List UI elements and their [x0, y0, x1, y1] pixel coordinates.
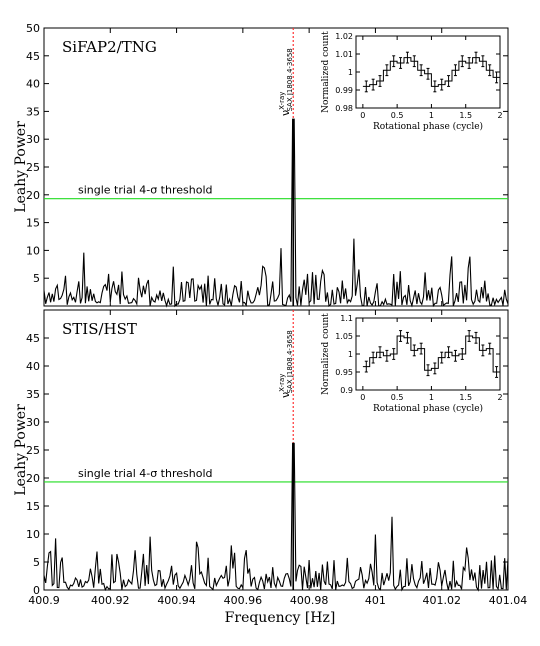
panel-label: SiFAP2/TNG — [62, 38, 157, 56]
y-axis-title-top: Leahy Power — [13, 121, 29, 213]
inset-x-tick-label: 1.5 — [459, 111, 472, 120]
x-tick-label: 401.02 — [422, 594, 461, 607]
y-tick-label: 10 — [26, 528, 40, 541]
y-tick-label: 20 — [26, 472, 40, 485]
x-tick-label: 401 — [365, 594, 386, 607]
threshold-label: single trial 4-σ threshold — [78, 467, 213, 480]
y-tick-label: 50 — [26, 22, 40, 35]
y-tick-label: 45 — [26, 332, 40, 345]
x-tick-label: 400.98 — [290, 594, 329, 607]
inset-y-tick-label: 0.95 — [335, 368, 353, 377]
y-tick-label: 30 — [26, 416, 40, 429]
inset-x-tick-label: 0.5 — [391, 393, 404, 402]
inset-x-tick-label: 0 — [360, 111, 365, 120]
power-spectrum-trace — [43, 442, 509, 592]
x-axis-title: Frequency [Hz] — [225, 610, 336, 626]
y-tick-label: 15 — [26, 500, 40, 513]
inset-y-tick-label: 0.98 — [335, 104, 353, 113]
inset-y-label: Normalized count — [321, 313, 331, 395]
inset-y-tick-label: 1.02 — [335, 32, 353, 41]
inset-x-tick-label: 1 — [429, 111, 434, 120]
y-tick-label: 0 — [33, 584, 40, 597]
inset-x-tick-label: 0 — [360, 393, 365, 402]
y-tick-label: 35 — [26, 105, 40, 118]
source-subscript: SAX J1808.4-3658 — [286, 330, 294, 393]
nu-symbol: ν — [279, 110, 292, 116]
y-tick-label: 5 — [33, 272, 40, 285]
inset-y-tick-label: 0.9 — [340, 386, 353, 395]
y-tick-label: 35 — [26, 388, 40, 401]
inset-x-tick-label: 1.5 — [459, 393, 472, 402]
x-tick-label: 400.9 — [28, 594, 60, 607]
inset-x-tick-label: 1 — [429, 393, 434, 402]
y-tick-label: 15 — [26, 217, 40, 230]
y-tick-label: 40 — [26, 78, 40, 91]
y-tick-label: 30 — [26, 133, 40, 146]
y-tick-label: 25 — [26, 161, 40, 174]
frequency-marker-label: νX-raySAX J1808.4-3658 — [278, 330, 294, 398]
inset-y-label: Normalized count — [321, 31, 331, 113]
inset-chart: 0.98 0.99 1 1.01 1.02 0 0.5 1 1.5 2 Rotational pha… — [321, 31, 503, 132]
y-tick-label: 45 — [26, 50, 40, 63]
y-tick-label: 5 — [33, 556, 40, 569]
inset-y-tick-label: 1.05 — [335, 332, 353, 341]
x-tick-label: 401.04 — [489, 594, 528, 607]
y-axis-title-bottom: Leahy Power — [13, 404, 29, 496]
source-subscript: SAX J1808.4-3658 — [286, 48, 294, 111]
inset-chart: 0.9 0.95 1 1.05 1.1 0 0.5 1 1.5 2 Rotational phase… — [321, 313, 503, 414]
inset-x-tick-label: 2 — [497, 393, 502, 402]
inset-y-tick-label: 1.1 — [340, 314, 353, 323]
xray-superscript: X-ray — [278, 92, 286, 110]
inset-y-tick-label: 0.99 — [335, 86, 353, 95]
x-tick-label: 400.94 — [157, 594, 196, 607]
inset-y-tick-label: 1 — [348, 68, 353, 77]
power-spectrum-trace — [43, 118, 509, 308]
frequency-marker-label: νX-raySAX J1808.4-3658 — [278, 48, 294, 116]
panel-label: STIS/HST — [62, 320, 137, 338]
x-tick-label: 400.92 — [91, 594, 130, 607]
y-tick-label: 40 — [26, 360, 40, 373]
inset-y-tick-label: 1.01 — [335, 50, 353, 59]
inset-x-tick-label: 2 — [497, 111, 502, 120]
inset-x-label: Rotational phase (cycle) — [373, 403, 483, 414]
y-tick-label: 10 — [26, 244, 40, 257]
xray-superscript: X-ray — [278, 374, 286, 392]
inset-y-tick-label: 1 — [348, 350, 353, 359]
x-tick-label: 400.96 — [224, 594, 263, 607]
inset-x-label: Rotational phase (cycle) — [373, 121, 483, 132]
inset-x-tick-label: 0.5 — [391, 111, 404, 120]
threshold-label: single trial 4-σ threshold — [78, 184, 213, 197]
nu-symbol: ν — [279, 392, 292, 398]
y-tick-label: 25 — [26, 444, 40, 457]
inset-frame — [355, 317, 501, 391]
y-tick-label: 20 — [26, 189, 40, 202]
